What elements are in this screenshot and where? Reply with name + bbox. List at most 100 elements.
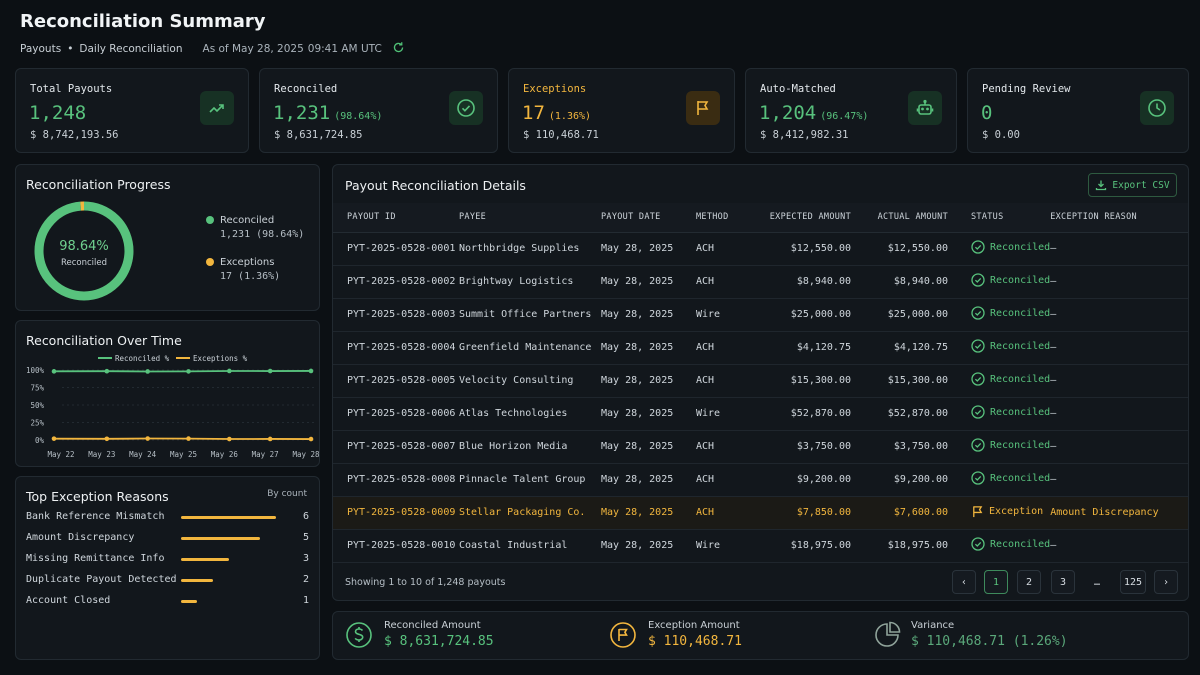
table-row[interactable]: PYT-2025-0528-0006 Atlas Technologies May … bbox=[333, 397, 1188, 431]
cell-payout-id[interactable]: PYT-2025-0528-0008 bbox=[333, 463, 459, 497]
cell-payout-id[interactable]: PYT-2025-0528-0009 bbox=[333, 496, 459, 530]
check-circle-icon bbox=[971, 306, 985, 320]
check-circle-icon bbox=[971, 240, 985, 254]
cell-actual-amount: $25,000.00 bbox=[851, 298, 948, 332]
series-point[interactable] bbox=[145, 369, 150, 374]
col-method[interactable]: METHOD bbox=[696, 203, 746, 233]
table-row[interactable]: PYT-2025-0528-0009 Stellar Packaging Co. M… bbox=[333, 496, 1188, 530]
kpi-value: 17 (1.36%) bbox=[522, 102, 592, 124]
cell-payout-id[interactable]: PYT-2025-0528-0002 bbox=[333, 265, 459, 299]
cell-payout-id[interactable]: PYT-2025-0528-0003 bbox=[333, 298, 459, 332]
series-point[interactable] bbox=[186, 369, 191, 374]
table-row[interactable]: PYT-2025-0528-0007 Blue Horizon Media May … bbox=[333, 430, 1188, 464]
donut-center-label: Reconciled bbox=[61, 258, 107, 268]
check-circle-icon bbox=[971, 372, 985, 386]
breadcrumb-daily-reconciliation[interactable]: Daily Reconciliation bbox=[79, 43, 183, 55]
table-row[interactable]: PYT-2025-0528-0001 Northbridge Supplies Ma… bbox=[333, 232, 1188, 266]
cell-payout-id[interactable]: PYT-2025-0528-0006 bbox=[333, 397, 459, 431]
list-item[interactable]: Account Closed 1 bbox=[26, 595, 309, 609]
pagination-page-125[interactable]: 125 bbox=[1120, 570, 1146, 594]
status-badge: Reconciled bbox=[971, 306, 1050, 320]
pagination-page-1[interactable]: 1 bbox=[984, 570, 1008, 594]
flag-circle-icon bbox=[610, 622, 636, 648]
cell-exception-reason: — bbox=[1050, 397, 1188, 431]
series-point[interactable] bbox=[267, 368, 273, 374]
sort-by-count[interactable]: By count bbox=[267, 489, 307, 499]
col-actual-amount[interactable]: ACTUAL AMOUNT bbox=[851, 203, 948, 233]
cell-payee: Velocity Consulting bbox=[459, 364, 601, 398]
col-payee[interactable]: PAYEE bbox=[459, 203, 601, 233]
list-item[interactable]: Bank Reference Mismatch 6 bbox=[26, 511, 309, 525]
cell-payout-date: May 28, 2025 bbox=[601, 430, 696, 464]
status-badge: Exception bbox=[971, 505, 1043, 518]
cell-actual-amount: $15,300.00 bbox=[851, 364, 948, 398]
series-point[interactable] bbox=[267, 436, 273, 442]
series-point[interactable] bbox=[308, 368, 314, 374]
col-payout-date[interactable]: PAYOUT DATE bbox=[601, 203, 696, 233]
kpi-amount: $ 110,468.71 bbox=[523, 129, 599, 141]
refresh-icon[interactable] bbox=[392, 41, 405, 57]
cell-expected-amount: $7,850.00 bbox=[746, 496, 851, 530]
cell-payout-id[interactable]: PYT-2025-0528-0001 bbox=[333, 232, 459, 266]
pagination-next-button[interactable]: › bbox=[1154, 570, 1178, 594]
table-row[interactable]: PYT-2025-0528-0008 Pinnacle Talent Group M… bbox=[333, 463, 1188, 497]
cell-actual-amount: $4,120.75 bbox=[851, 331, 948, 365]
series-point[interactable] bbox=[104, 368, 110, 374]
y-tick-label: 50% bbox=[30, 401, 44, 410]
col-expected-amount[interactable]: EXPECTED AMOUNT bbox=[746, 203, 851, 233]
check-circle-icon bbox=[971, 471, 985, 485]
cell-payee: Atlas Technologies bbox=[459, 397, 601, 431]
table-row[interactable]: PYT-2025-0528-0005 Velocity Consulting May… bbox=[333, 364, 1188, 398]
cell-exception-reason: — bbox=[1050, 331, 1188, 365]
table-row[interactable]: PYT-2025-0528-0002 Brightway Logistics May… bbox=[333, 265, 1188, 299]
list-item[interactable]: Amount Discrepancy 5 bbox=[26, 532, 309, 546]
cell-payee: Pinnacle Talent Group bbox=[459, 463, 601, 497]
table-row[interactable]: PYT-2025-0528-0010 Coastal Industrial May … bbox=[333, 529, 1188, 563]
series-point[interactable] bbox=[227, 436, 232, 442]
donut-center-value: 98.64% bbox=[59, 239, 109, 254]
pagination-page-2[interactable]: 2 bbox=[1017, 570, 1041, 594]
export-csv-button[interactable]: Export CSV bbox=[1088, 173, 1177, 197]
progress-donut: 98.64% Reconciled bbox=[34, 201, 134, 301]
pagination-prev-button[interactable]: ‹ bbox=[952, 570, 976, 594]
cell-payout-date: May 28, 2025 bbox=[601, 529, 696, 563]
list-item[interactable]: Missing Remittance Info 3 bbox=[26, 553, 309, 567]
cell-method: ACH bbox=[696, 430, 746, 464]
series-point[interactable] bbox=[104, 436, 110, 442]
cell-expected-amount: $15,300.00 bbox=[746, 364, 851, 398]
series-point[interactable] bbox=[227, 368, 232, 374]
legend-dot bbox=[206, 258, 214, 266]
check-circle-icon bbox=[971, 273, 985, 287]
kpi-amount: $ 8,412,982.31 bbox=[760, 129, 849, 141]
pagination-page-3[interactable]: 3 bbox=[1051, 570, 1075, 594]
cell-payout-id[interactable]: PYT-2025-0528-0010 bbox=[333, 529, 459, 563]
table-row[interactable]: PYT-2025-0528-0003 Summit Office Partners… bbox=[333, 298, 1188, 332]
series-point[interactable] bbox=[145, 436, 150, 441]
col-status[interactable]: STATUS bbox=[948, 203, 1051, 233]
cell-payout-id[interactable]: PYT-2025-0528-0007 bbox=[333, 430, 459, 464]
exception-reasons-panel: Top Exception Reasons By count Bank Refe… bbox=[15, 476, 320, 660]
cell-payee: Summit Office Partners bbox=[459, 298, 601, 332]
cell-payout-id[interactable]: PYT-2025-0528-0004 bbox=[333, 331, 459, 365]
series-point[interactable] bbox=[186, 436, 191, 441]
col-exception-reason[interactable]: EXCEPTION REASON bbox=[1050, 203, 1188, 233]
breadcrumb-payouts[interactable]: Payouts bbox=[20, 43, 62, 55]
list-item[interactable]: Duplicate Payout Detected 2 bbox=[26, 574, 309, 588]
pagination-ellipsis: … bbox=[1093, 576, 1101, 588]
legend-dot bbox=[206, 216, 214, 224]
cell-payout-id[interactable]: PYT-2025-0528-0005 bbox=[333, 364, 459, 398]
table-row[interactable]: PYT-2025-0528-0004 Greenfield Maintenance… bbox=[333, 331, 1188, 365]
cell-payee: Blue Horizon Media bbox=[459, 430, 601, 464]
panel-title: Payout Reconciliation Details bbox=[345, 178, 526, 193]
exception-count: 3 bbox=[302, 553, 309, 564]
series-point[interactable] bbox=[51, 369, 57, 374]
col-payout-id[interactable]: PAYOUT ID bbox=[333, 203, 459, 233]
cell-expected-amount: $12,550.00 bbox=[746, 232, 851, 266]
series-point[interactable] bbox=[308, 436, 314, 442]
series-point[interactable] bbox=[51, 436, 57, 441]
as-of-date: As of May 28, 2025 bbox=[202, 43, 304, 55]
exception-reason-label: Bank Reference Mismatch bbox=[26, 511, 165, 522]
cell-payout-date: May 28, 2025 bbox=[601, 496, 696, 530]
cell-actual-amount: $12,550.00 bbox=[851, 232, 948, 266]
cell-method: ACH bbox=[696, 232, 746, 266]
